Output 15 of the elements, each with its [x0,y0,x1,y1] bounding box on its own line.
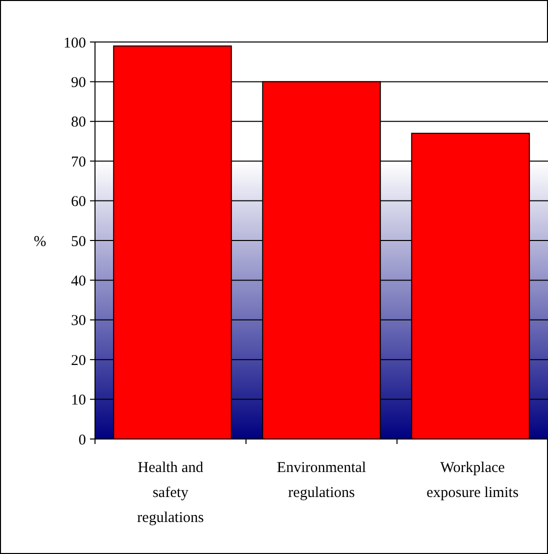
y-tick-label: 20 [71,352,86,369]
y-tick-label: 10 [71,392,86,409]
y-tick-label: 40 [71,273,86,290]
y-tick-label: 0 [78,432,86,448]
y-axis-title: % [34,234,46,250]
y-tick-label: 50 [71,234,86,250]
x-tick-label: Workplace exposure limits [426,460,519,501]
y-tick-label: 30 [71,313,86,330]
y-tick-label: 80 [71,114,86,131]
x-tick-label: Environmental regulations [276,460,366,501]
y-tick-label: 100 [64,35,86,52]
y-tick-label: 90 [71,74,86,91]
y-tick-label: 70 [71,154,86,170]
y-tick-label: 60 [71,194,86,210]
x-tick-label: Health and safety regulations [137,460,204,526]
